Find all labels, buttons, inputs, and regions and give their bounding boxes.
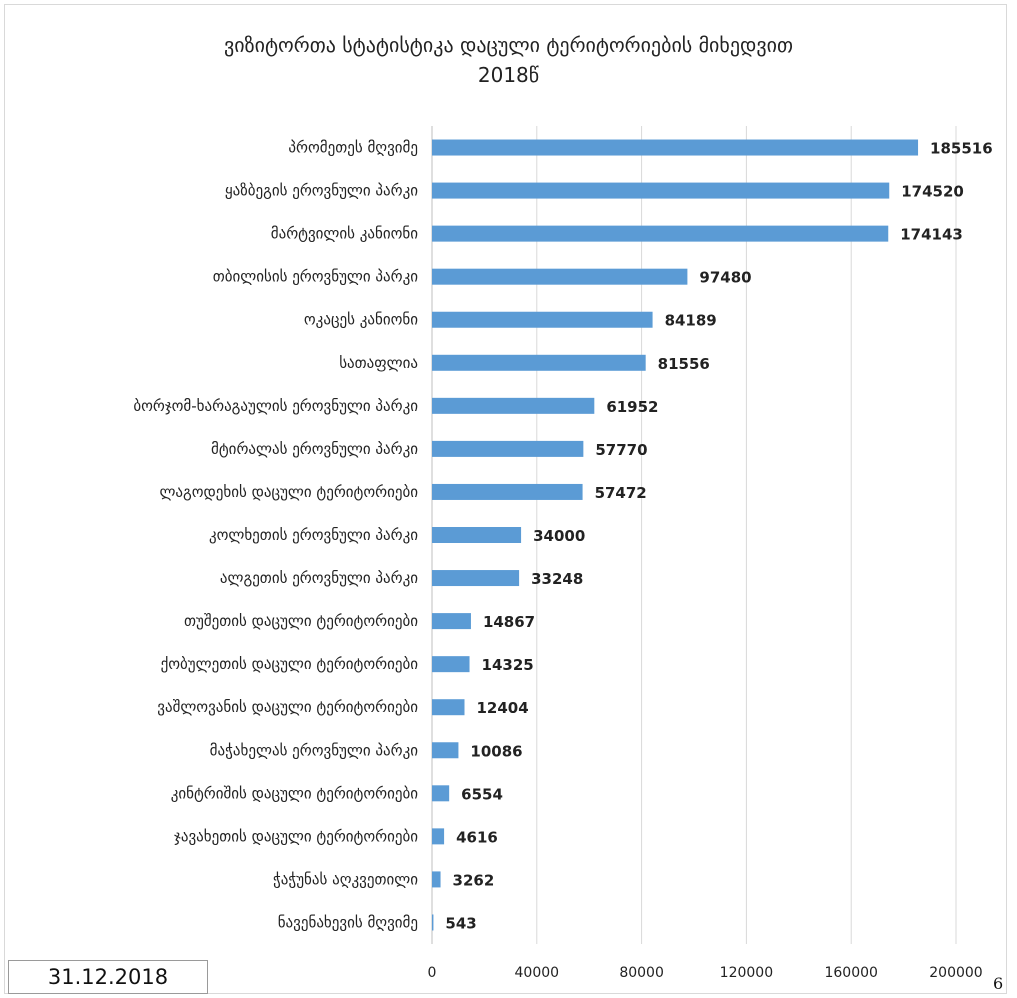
category-label: ქობულეთის დაცული ტერიტორიები: [161, 655, 419, 673]
value-label: 12404: [476, 699, 528, 717]
category-label: კინტრიშის დაცული ტერიტორიები: [171, 784, 419, 802]
value-label: 84189: [665, 312, 717, 330]
value-label: 10086: [470, 742, 522, 760]
bar: [432, 139, 919, 156]
value-label: 4616: [456, 828, 498, 846]
category-label: მტირალას ეროვნული პარკი: [211, 440, 418, 458]
category-label: ყაზბეგის ეროვნული პარკი: [225, 182, 418, 200]
value-label: 14325: [482, 656, 534, 674]
chart-frame: [4, 4, 1007, 994]
x-tick-label: 160000: [824, 965, 877, 981]
category-label: ოკაცეს კანიონი: [304, 311, 418, 329]
bar: [432, 699, 465, 716]
value-labels: 185516 174520 174143 97480 84189 81556 61952 57…: [445, 140, 992, 933]
value-label: 543: [445, 914, 476, 932]
date-box: 31.12.2018: [8, 960, 208, 994]
bar: [432, 483, 583, 500]
bars: [432, 139, 919, 931]
category-label: მაჭახელას ეროვნული პარკი: [210, 741, 419, 759]
x-axis-ticks: 0 40000 80000 120000 160000 200000: [428, 965, 983, 981]
value-label: 97480: [699, 269, 751, 287]
x-tick-label: 40000: [515, 965, 560, 981]
value-label: 174520: [901, 183, 964, 201]
chart-title: ვიზიტორთა სტატისტიკა დაცული ტერიტორიების…: [0, 30, 1017, 90]
x-tick-label: 200000: [929, 965, 982, 981]
bar: [432, 268, 688, 285]
value-label: 3262: [453, 871, 495, 889]
bar: [432, 311, 653, 328]
value-label: 57472: [595, 484, 647, 502]
chart-title-line1: ვიზიტორთა სტატისტიკა დაცული ტერიტორიების…: [224, 33, 793, 57]
category-label: ბორჯომ-ხარაგაულის ეროვნული პარკი: [133, 397, 418, 415]
category-label: ნავენახევის მღვიმე: [278, 913, 418, 931]
value-label: 34000: [533, 527, 585, 545]
category-label: ჯავახეთის დაცული ტერიტორიები: [174, 827, 418, 845]
value-label: 14867: [483, 613, 535, 631]
x-tick-label: 120000: [720, 965, 773, 981]
x-tick-label: 80000: [619, 965, 664, 981]
value-label: 61952: [606, 398, 658, 416]
category-label: მარტვილის კანიონი: [271, 225, 418, 243]
bar: [432, 785, 450, 802]
category-labels: პრომეთეს მღვიმე ყაზბეგის ეროვნული პარკი მა…: [133, 139, 418, 932]
bar: [432, 182, 890, 199]
value-label: 185516: [930, 140, 993, 158]
bar: [432, 397, 595, 414]
bar: [432, 440, 584, 457]
x-tick-label: 0: [428, 965, 437, 981]
value-label: 33248: [531, 570, 583, 588]
category-label: ვაშლოვანის დაცული ტერიტორიები: [157, 698, 418, 716]
bar: [432, 527, 522, 543]
bar: [432, 871, 441, 888]
value-label: 6554: [461, 785, 503, 803]
value-label: 81556: [658, 355, 710, 373]
category-label: ლაგოდეხის დაცული ტერიტორიები: [159, 483, 418, 501]
category-label: თუშეთის დაცული ტერიტორიები: [184, 612, 418, 630]
bar: [432, 570, 520, 587]
bar: [432, 914, 434, 931]
category-label: კოლხეთის ეროვნული პარკი: [209, 526, 418, 544]
bar: [432, 225, 889, 242]
category-label: ალგეთის ეროვნული პარკი: [220, 569, 418, 587]
gridlines: [431, 126, 957, 944]
bar: [432, 613, 471, 630]
page-number: 6: [993, 974, 1004, 993]
chart-title-line2: 2018წ: [477, 63, 540, 87]
category-label: სათაფლია: [339, 354, 418, 372]
category-label: ჭაჭუნას აღკვეთილი: [273, 870, 418, 888]
value-label: 57770: [595, 441, 647, 459]
category-label: პრომეთეს მღვიმე: [288, 139, 418, 157]
bar: [432, 656, 470, 673]
category-label: თბილისის ეროვნული პარკი: [213, 268, 419, 286]
bar: [432, 354, 646, 371]
bar: [432, 828, 445, 845]
bar: [432, 742, 459, 759]
value-label: 174143: [900, 226, 963, 244]
